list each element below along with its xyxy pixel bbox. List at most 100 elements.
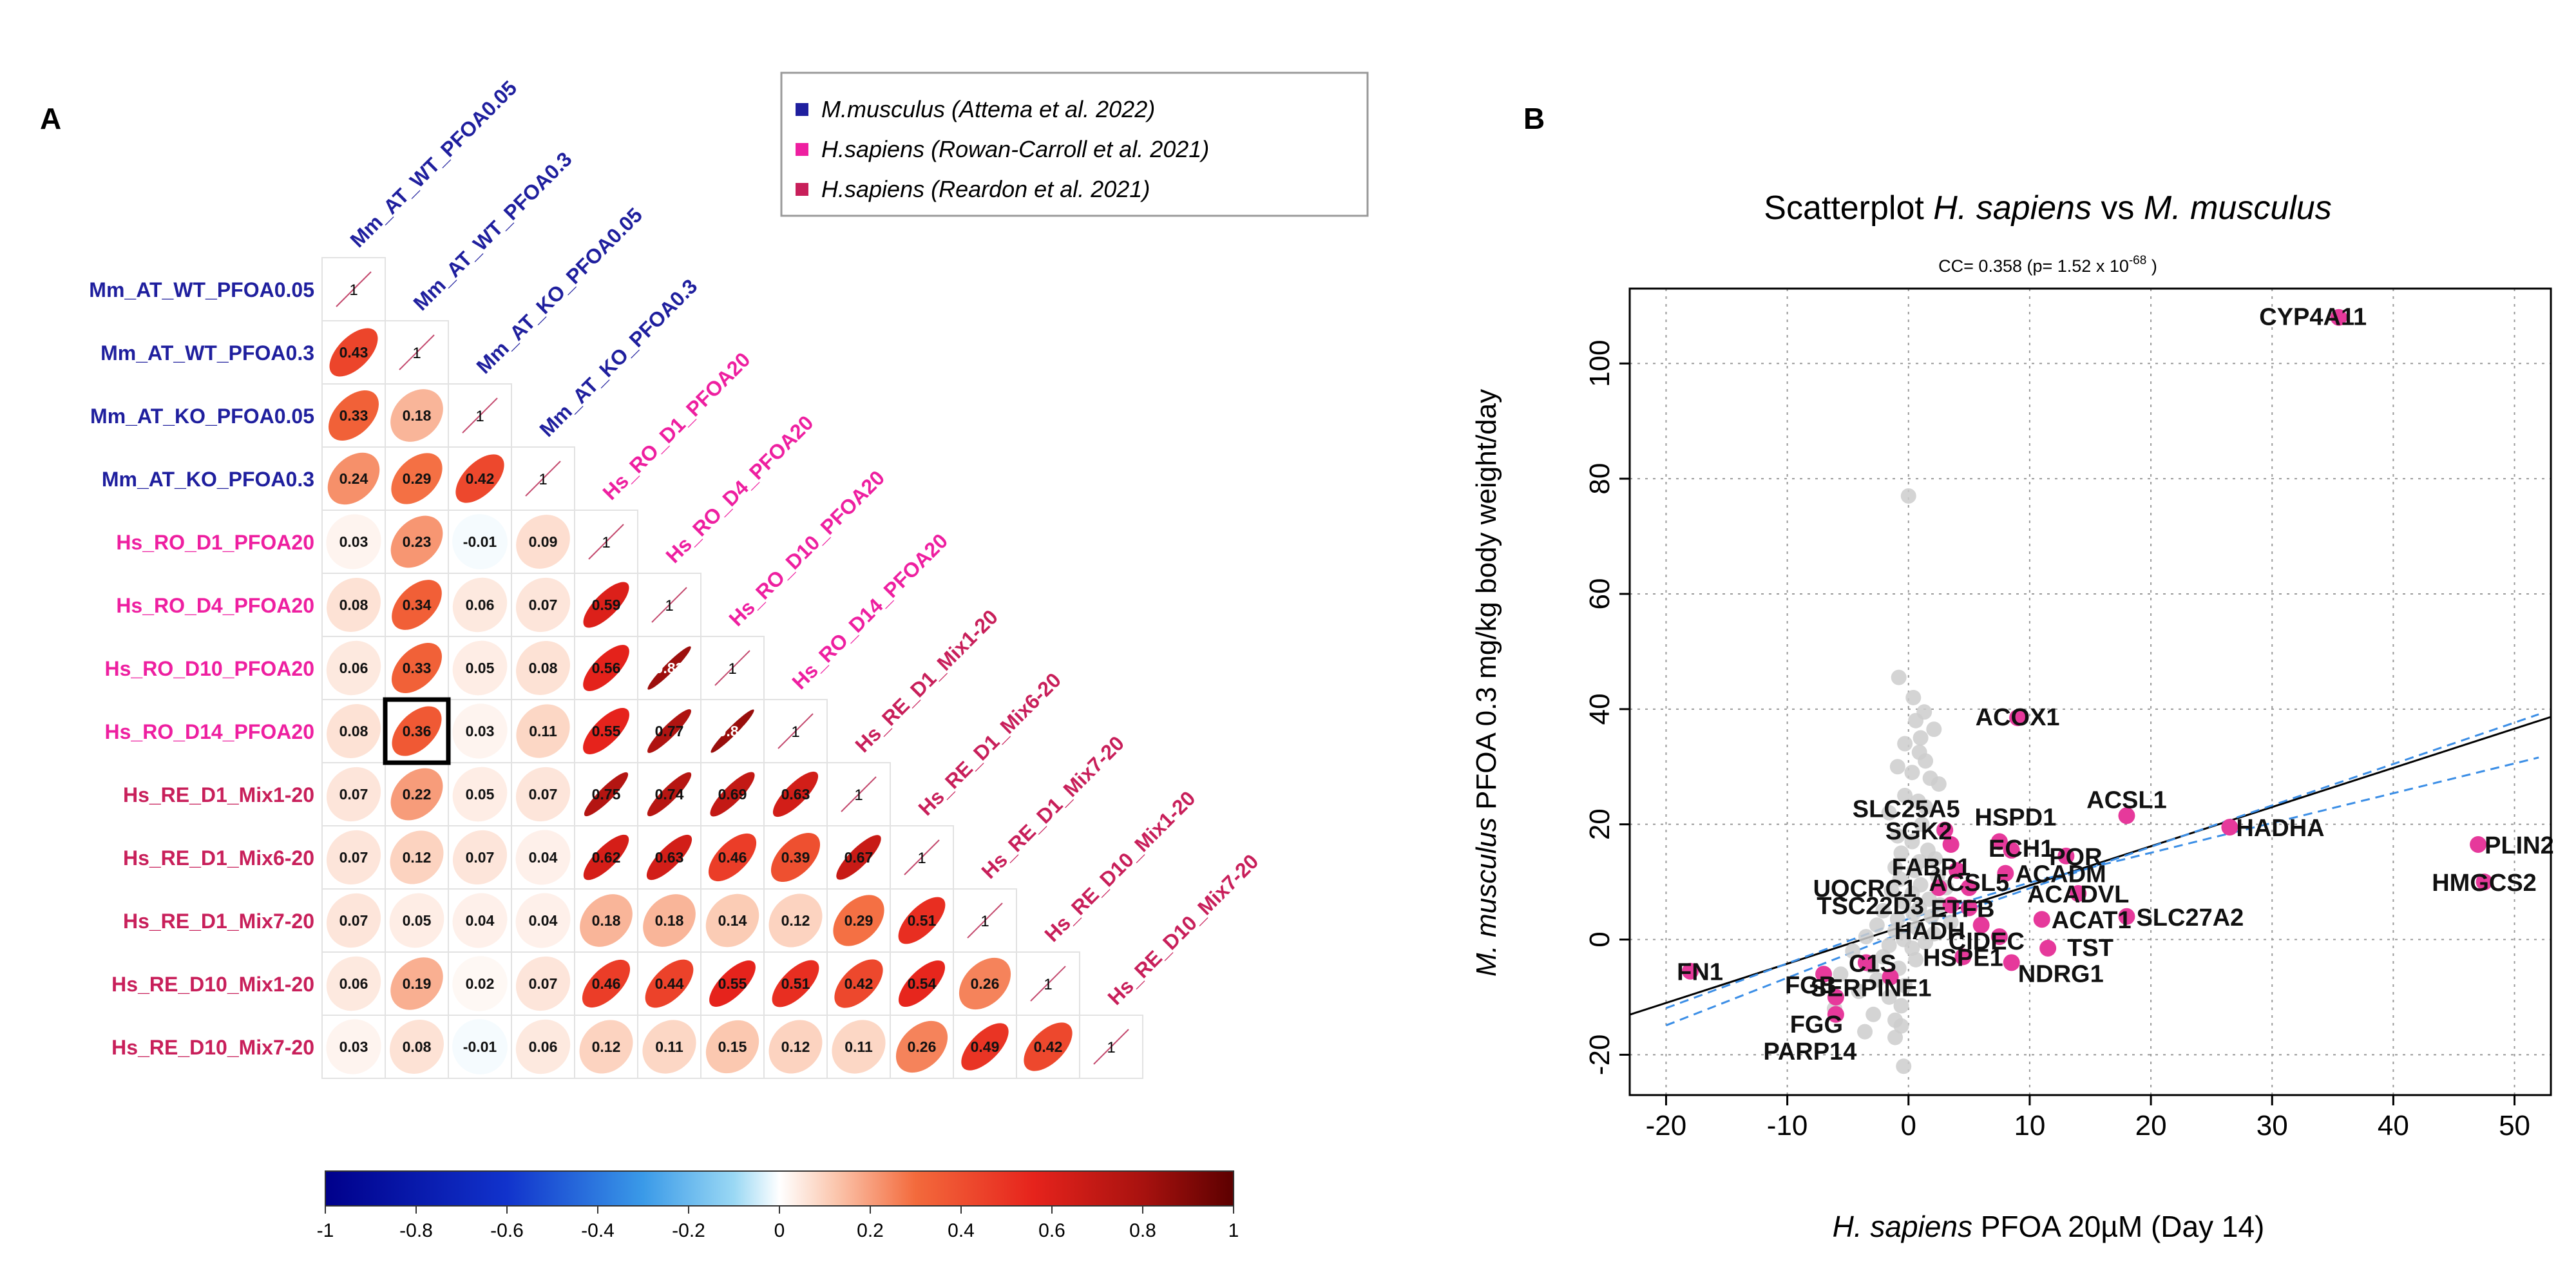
corr-ellipse xyxy=(1024,1022,1073,1071)
corr-ellipse xyxy=(710,772,755,817)
corr-ellipse xyxy=(583,645,629,691)
corr-value: 0.33 xyxy=(339,407,368,424)
background-point xyxy=(1900,488,1916,504)
gene-label: ACADM xyxy=(2015,861,2106,888)
gene-point xyxy=(1936,821,1954,839)
corr-value: 0.18 xyxy=(403,407,432,424)
background-point xyxy=(1889,828,1905,844)
corr-value: 0.05 xyxy=(466,660,495,676)
gene-label: ACOX1 xyxy=(1976,704,2060,731)
diagonal-stroke xyxy=(462,397,498,434)
corr-ellipse xyxy=(705,893,759,948)
corr-ellipse xyxy=(770,832,821,883)
corr-ellipse xyxy=(647,772,692,817)
gene-label: PLIN2 xyxy=(2485,832,2554,859)
y-tick-label: 20 xyxy=(1584,808,1616,840)
x-tick-label: 30 xyxy=(2256,1110,2288,1141)
colorbar xyxy=(325,1170,1234,1207)
gene-point xyxy=(1930,879,1947,897)
corr-value: 0.36 xyxy=(403,723,432,739)
corr-ellipse xyxy=(326,893,381,948)
gene-label: TST xyxy=(2067,935,2113,962)
row-label: Hs_RE_D1_Mix7-20 xyxy=(123,910,314,933)
gene-point xyxy=(1857,954,1875,971)
corr-value: 0.74 xyxy=(655,786,684,803)
gene-label: ACADVL xyxy=(2027,881,2129,908)
background-point xyxy=(1893,845,1909,861)
diagonal-stroke xyxy=(588,524,624,560)
row-label: Hs_RE_D10_Mix7-20 xyxy=(111,1036,314,1059)
corr-ellipse xyxy=(516,641,570,695)
corr-ellipse xyxy=(391,453,443,504)
corr-ellipse xyxy=(455,454,504,503)
corr-ellipse xyxy=(580,894,633,947)
background-point xyxy=(1943,914,1959,930)
plot-frame xyxy=(1628,287,2552,1096)
gene-label: ECH1 xyxy=(1989,835,2054,863)
corr-value: 0.07 xyxy=(529,786,558,803)
corr-ellipse xyxy=(836,835,881,880)
diagonal-stroke xyxy=(967,902,1003,939)
background-point xyxy=(1896,894,1912,910)
corr-ellipse xyxy=(768,893,823,948)
gene-label: ACAT1 xyxy=(2052,907,2132,934)
row-label: Mm_AT_KO_PFOA0.05 xyxy=(90,405,314,428)
legend-entry-reardon: H.sapiens (Reardon et al. 2021) xyxy=(821,176,1150,202)
corr-value: 0.34 xyxy=(403,596,432,613)
corr-ellipse xyxy=(583,834,629,881)
corr-ellipse xyxy=(329,328,378,377)
corr-value: 0.09 xyxy=(529,533,558,550)
background-point xyxy=(1931,776,1947,792)
corr-value: 0.63 xyxy=(781,786,810,803)
gene-point xyxy=(1815,966,1833,983)
legend-entry-rowan: H.sapiens (Rowan-Carroll et al. 2021) xyxy=(821,136,1209,162)
corr-value: 0.24 xyxy=(339,470,368,487)
background-point xyxy=(1907,863,1923,879)
row-labels: Mm_AT_WT_PFOA0.05 Mm_AT_WT_PFOA0.3 Mm_AT_K… xyxy=(89,278,314,1059)
legend: M.musculus (Attema et al. 2022) H.sapien… xyxy=(780,72,1369,217)
diagonal-value: 1 xyxy=(665,597,673,615)
background-point xyxy=(1905,689,1922,705)
gene-point xyxy=(2070,885,2087,902)
corr-value: 0.08 xyxy=(403,1038,432,1055)
corr-ellipse xyxy=(959,957,1011,1010)
corr-value: 0.69 xyxy=(718,786,747,803)
diagonal-stroke xyxy=(399,334,435,370)
diagonal-value: 1 xyxy=(602,534,610,551)
diagonal-value: 1 xyxy=(854,787,863,804)
background-point xyxy=(1923,908,1940,924)
highlight-box xyxy=(383,697,451,765)
corr-ellipse xyxy=(390,1020,444,1074)
background-point xyxy=(1887,1029,1903,1045)
corr-ellipse xyxy=(452,830,508,885)
y-tick-label: 80 xyxy=(1584,463,1616,495)
corr-ellipse xyxy=(452,640,508,696)
corr-ellipse xyxy=(642,1020,696,1074)
corr-ellipse xyxy=(643,894,696,947)
background-point xyxy=(1908,712,1924,729)
corr-value: 0.23 xyxy=(403,533,432,550)
corr-value: 0.56 xyxy=(592,660,621,676)
scatter-panel: B Scatterplot H. sapiens vs M. musculus … xyxy=(1471,102,2554,1243)
corr-ellipse xyxy=(326,514,381,569)
corr-value: 0.77 xyxy=(655,723,684,739)
legend-swatch-mouse xyxy=(796,103,808,116)
corr-ellipse xyxy=(833,895,884,946)
y-tick-label: 0 xyxy=(1584,931,1616,947)
corr-ellipse xyxy=(329,390,379,441)
background-point xyxy=(1918,753,1934,769)
corr-value: 0.12 xyxy=(592,1038,621,1055)
colorbar-tick-label: 0.8 xyxy=(1129,1220,1156,1241)
gene-label: HSPE1 xyxy=(1923,944,2003,971)
corr-value: 0.43 xyxy=(339,344,368,361)
corr-ellipse xyxy=(390,515,443,568)
background-point xyxy=(1927,851,1943,867)
highlighted-points xyxy=(1682,309,2493,1023)
corr-ellipse xyxy=(326,640,381,696)
corr-ellipse xyxy=(898,960,946,1007)
gene-point xyxy=(1990,833,2008,850)
corr-ellipse xyxy=(582,959,631,1008)
x-tick-label: 20 xyxy=(2135,1110,2167,1141)
corr-value: 0.49 xyxy=(971,1038,1000,1055)
gene-label: CIDEC xyxy=(1949,928,2025,955)
